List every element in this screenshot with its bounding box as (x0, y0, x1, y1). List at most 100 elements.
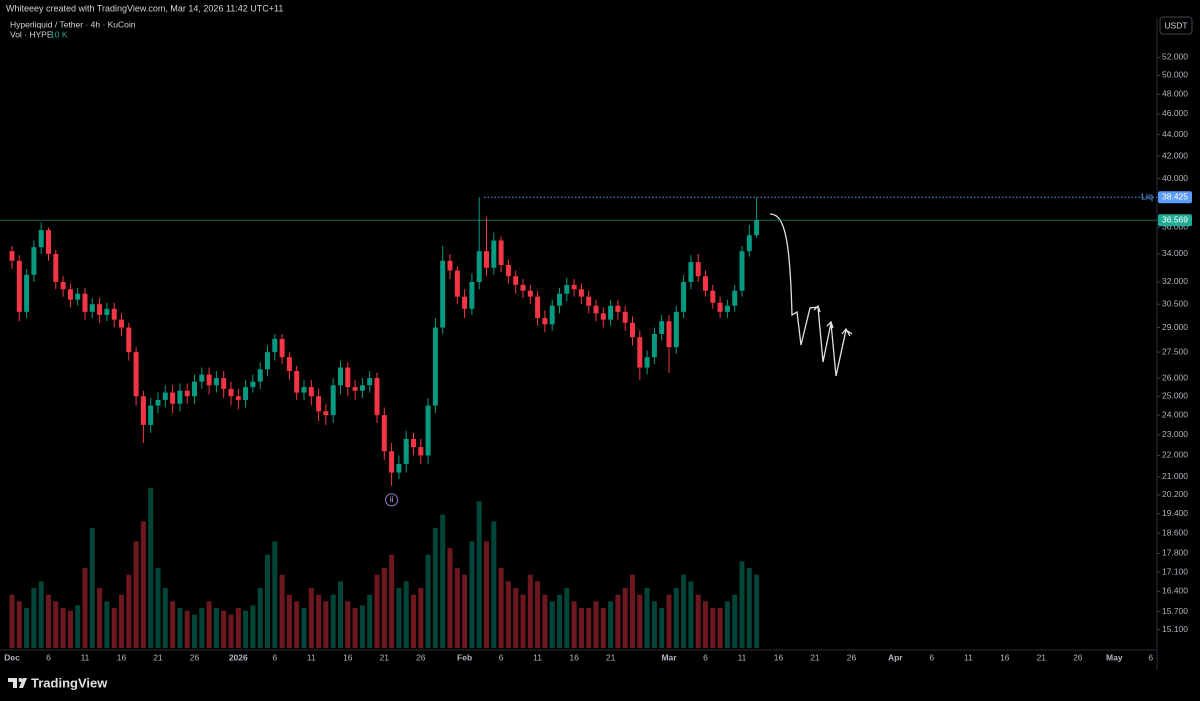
candle-body (732, 290, 738, 306)
volume-bar (250, 605, 256, 648)
volume-bar (97, 588, 103, 648)
candle-body (359, 385, 365, 391)
volume-bar (279, 574, 285, 648)
candle-body (97, 304, 103, 315)
x-tick-label: 6 (703, 652, 708, 662)
y-tick-label: 52.000 (1162, 51, 1188, 61)
candle-body (432, 327, 438, 406)
y-tick-label: 34.000 (1162, 248, 1188, 258)
x-tick-label: Feb (457, 652, 472, 662)
candle-body (352, 387, 358, 391)
x-tick-label: 26 (190, 652, 200, 662)
y-tick-label: 40.000 (1162, 173, 1188, 183)
volume-bar (316, 594, 322, 648)
y-tick-label: 17.100 (1162, 566, 1188, 576)
volume-bar (666, 594, 672, 648)
volume-bar (520, 594, 526, 648)
volume-bar (228, 614, 234, 648)
candle-body (46, 230, 51, 254)
currency[interactable]: USDT (1164, 20, 1187, 30)
y-tick-label: 44.000 (1162, 129, 1188, 139)
x-tick-label: 11 (738, 652, 747, 662)
x-tick-label: May (1106, 652, 1123, 662)
volume-pane (9, 488, 760, 648)
annotation-circle (385, 493, 399, 507)
volume-bar (549, 601, 555, 648)
x-tick-label: 16 (117, 652, 127, 662)
candle-body (644, 357, 650, 368)
candle-body (206, 374, 212, 386)
y-tick-label: 46.000 (1162, 108, 1188, 118)
candle-body (608, 305, 614, 320)
x-tick-label: 11 (307, 652, 316, 662)
volume-bar (177, 608, 183, 648)
y-tick-label: 50.000 (1162, 70, 1188, 80)
candle-body (250, 381, 256, 388)
candle-body (469, 281, 475, 309)
candle-body (454, 270, 460, 297)
y-tick-label: 16.400 (1162, 586, 1188, 596)
volume-bar (462, 574, 468, 648)
candle-body (695, 262, 701, 277)
volume-bar (600, 608, 606, 648)
volume-bar (24, 608, 30, 648)
price-label-box (1158, 214, 1192, 227)
x-tick-label: Mar (661, 652, 677, 662)
candle-body (403, 438, 409, 464)
annotation: ii (390, 495, 394, 504)
volume-bar (374, 574, 380, 648)
candle-body (119, 319, 124, 328)
currency-button[interactable] (1159, 16, 1193, 35)
candle-body (578, 289, 584, 297)
volume-bar (513, 588, 519, 648)
volume-bar (53, 601, 59, 648)
volume-bar (622, 588, 628, 648)
volume-bar (681, 574, 687, 648)
y-tick-label: 42.000 (1162, 150, 1188, 160)
candle-body (688, 262, 694, 282)
price-label: 38.425 (1162, 192, 1188, 202)
volume-bar (651, 601, 657, 648)
price-label: 36.569 (1162, 214, 1188, 224)
candle-body (659, 321, 665, 334)
volume-bar (578, 608, 584, 648)
x-tick-label: 11 (964, 652, 973, 662)
y-tick-label: 36.000 (1162, 222, 1188, 232)
candle-body (104, 308, 110, 315)
volume-bar (637, 594, 643, 648)
volume-bar (16, 601, 22, 648)
candle-body (710, 290, 716, 303)
volume-bar (89, 528, 95, 648)
x-tick-label: 26 (1073, 652, 1083, 662)
volume-bar (710, 608, 716, 648)
candle-body (666, 321, 672, 348)
volume-bar (557, 594, 562, 648)
volume-bar (615, 594, 621, 648)
candle-body (622, 311, 628, 323)
candle-body (148, 405, 154, 425)
y-tick-label: 21.000 (1162, 471, 1188, 481)
x-tick-label: 16 (569, 652, 579, 662)
candle-body (323, 411, 329, 416)
volume-bar (396, 588, 402, 648)
x-tick-label: 16 (774, 652, 784, 662)
y-tick-label: 23.000 (1162, 429, 1188, 439)
candle-body (615, 305, 621, 312)
candle-body (89, 304, 95, 312)
candle-body (228, 388, 234, 397)
y-tick-label: 17.800 (1162, 548, 1188, 558)
volume-bar (432, 528, 438, 648)
volume-bar (535, 581, 541, 648)
volume-bar (403, 581, 409, 648)
candle-body (16, 260, 22, 312)
y-tick-label: 30.500 (1162, 298, 1188, 308)
y-tick-label: 15.100 (1162, 624, 1188, 634)
candle-body (272, 338, 278, 353)
candle-body (593, 305, 599, 314)
x-tick-label: Dec (4, 652, 20, 662)
candle-body (717, 302, 723, 312)
volume-bar (564, 588, 570, 648)
header: Whiteeey created with TradingView.com, M… (6, 3, 283, 13)
candle-body (389, 451, 395, 473)
candle-body (294, 371, 300, 393)
